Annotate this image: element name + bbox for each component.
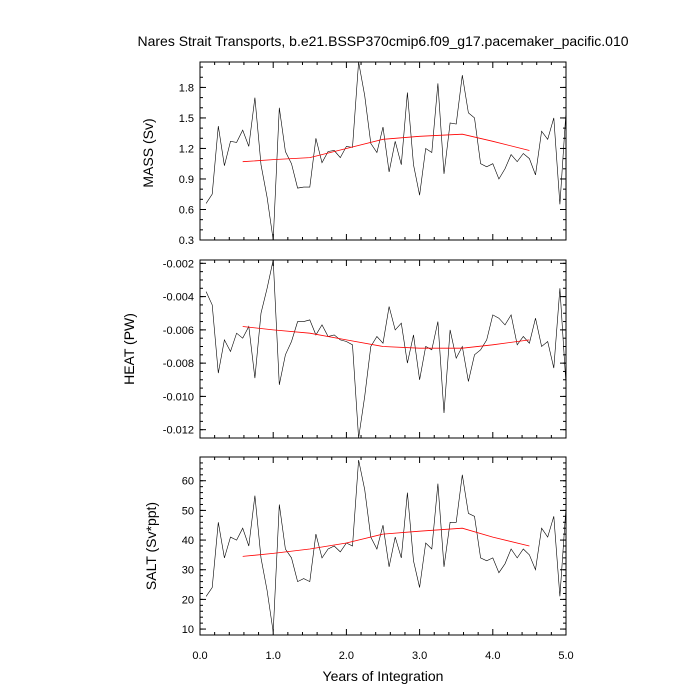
panel-mass-ytick-label: 0.9 [179,174,194,186]
panel-salt-frame [199,456,567,636]
panel-mass-ytick-label: 0.6 [179,204,194,216]
chart-title: Nares Strait Transports, b.e21.BSSP370cm… [137,33,628,49]
panel-salt-ytick-label: 30 [182,565,194,577]
panel-mass-frame [199,61,567,241]
panel-heat-tick-labels: -0.012 -0.010 -0.008 -0.006 -0.004 -0.002 [163,258,194,436]
panel-heat: HEAT (PW) -0.012 -0.010 -0.008 -0.006 -0.004… [121,258,567,439]
x-tick-label: 3.0 [412,650,427,662]
panel-heat-ytick-label: -0.002 [163,258,194,270]
x-tick-label: 2.0 [339,650,354,662]
panel-mass-ytick-label: 0.3 [179,235,194,247]
panel-salt-ytick-label: 10 [182,624,194,636]
panel-heat-ylabel: HEAT (PW) [121,313,137,385]
panel-mass-monthly-line [205,61,567,241]
x-tick-label: 5.0 [558,650,573,662]
panel-heat-ytick-label: -0.012 [163,425,194,437]
panel-mass-smoothed-line [242,133,530,163]
panel-heat-frame [199,259,567,439]
panel-heat-ticks [199,260,567,439]
panel-salt-ylabel: SALT (Sv*ppt) [143,502,159,590]
panel-salt-ytick-label: 20 [182,594,194,606]
panel-heat-monthly-line [205,259,567,439]
panel-heat-ytick-label: -0.010 [163,391,194,403]
panel-salt-ytick-label: 40 [182,535,194,547]
panel-salt-ytick-label: 50 [182,505,194,517]
panel-salt-smoothed-line [242,527,530,557]
x-tick-labels: 0.0 1.0 2.0 3.0 4.0 5.0 [192,650,573,662]
panel-salt-ytick-label: 60 [182,476,194,488]
panel-salt: SALT (Sv*ppt) 10 20 30 40 50 60 [143,456,567,636]
panel-mass-ticks [199,62,567,241]
x-tick-label: 4.0 [485,650,500,662]
x-axis-label: Years of Integration [323,668,444,684]
panel-mass: MASS (Sv) 0.3 0.6 0.9 1.2 1.5 1.8 [140,61,567,247]
x-tick-label: 0.0 [192,650,207,662]
panel-mass-ytick-label: 1.2 [179,143,194,155]
panel-mass-ytick-label: 1.5 [179,113,194,125]
panel-mass-ylabel: MASS (Sv) [140,118,156,187]
panel-heat-ytick-label: -0.004 [163,292,194,304]
x-tick-label: 1.0 [266,650,281,662]
panel-salt-ticks [199,456,567,636]
panel-heat-ytick-label: -0.006 [163,325,194,337]
panel-salt-tick-labels: 10 20 30 40 50 60 [182,476,194,636]
panel-heat-smoothed-line [242,326,530,349]
panel-mass-ytick-label: 1.8 [179,82,194,94]
panel-mass-tick-labels: 0.3 0.6 0.9 1.2 1.5 1.8 [179,82,194,247]
panel-heat-ytick-label: -0.008 [163,358,194,370]
panel-salt-monthly-line [205,459,567,633]
